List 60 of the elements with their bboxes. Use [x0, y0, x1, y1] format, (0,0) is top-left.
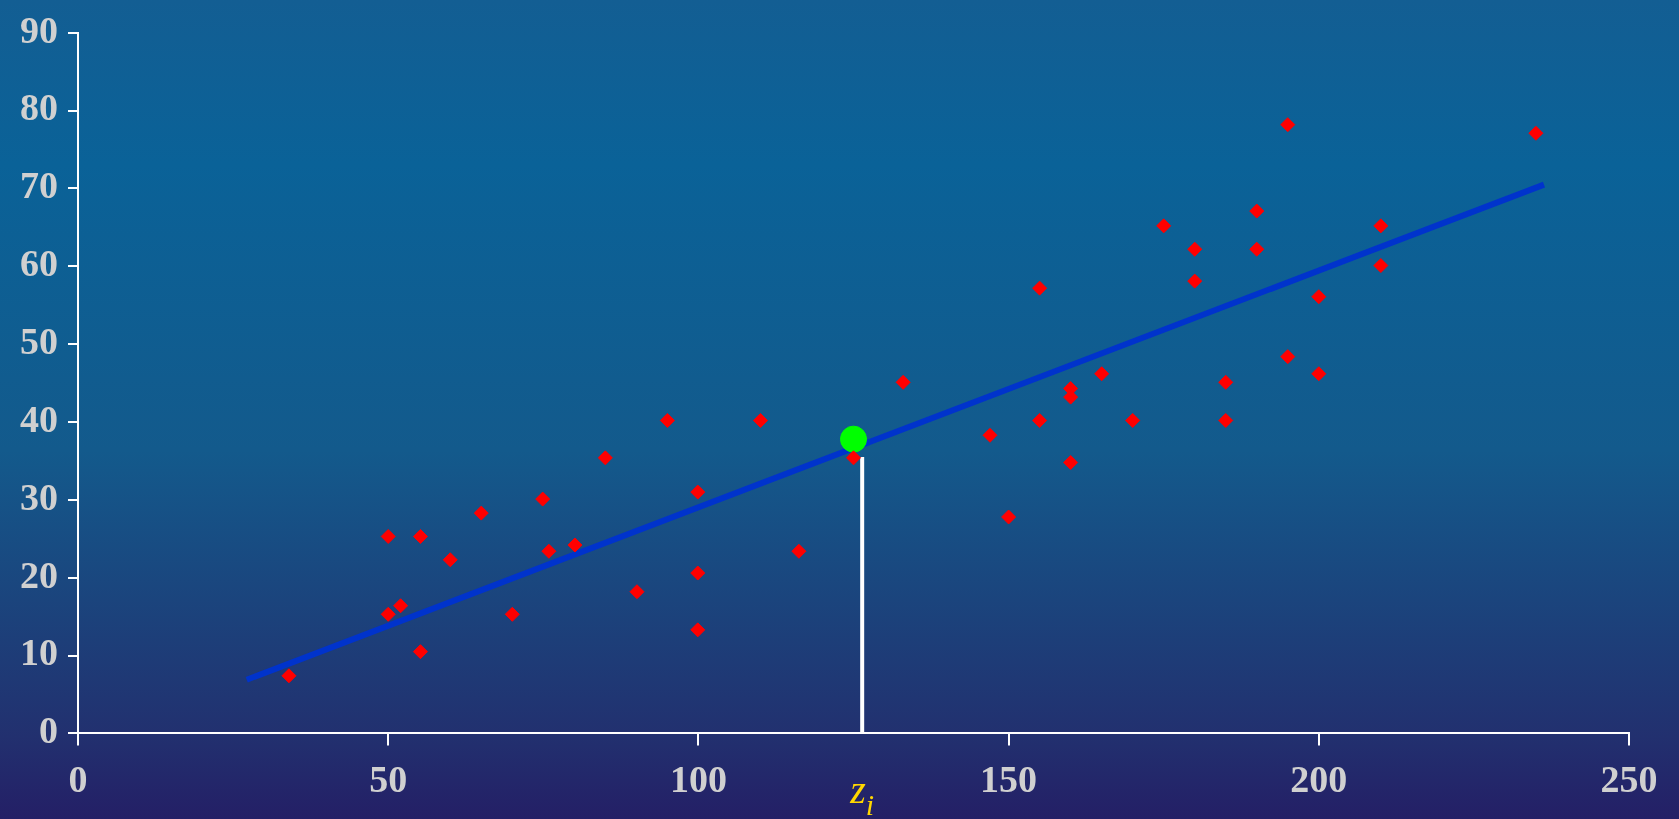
point: [690, 484, 706, 500]
y-tick-label: 20: [20, 553, 58, 596]
x-tick-label: 250: [1600, 758, 1658, 801]
y-tick-label: 10: [20, 631, 58, 674]
point: [659, 412, 675, 428]
y-tick-label: 50: [20, 319, 58, 362]
point: [597, 450, 613, 466]
point: [690, 622, 706, 638]
x-tick-label: 50: [369, 758, 408, 801]
point: [1032, 280, 1048, 296]
point: [752, 412, 768, 428]
point: [690, 565, 706, 581]
x-tick-label: 150: [980, 758, 1038, 801]
y-tick-label: 60: [20, 242, 58, 285]
point: [1218, 412, 1234, 428]
point: [1373, 218, 1389, 234]
point: [1094, 366, 1110, 382]
point: [1280, 349, 1296, 365]
point: [1032, 412, 1048, 428]
point: [442, 552, 458, 568]
point: [281, 668, 297, 684]
point: [393, 598, 409, 614]
x-tick-label: 200: [1290, 758, 1348, 801]
point: [791, 543, 807, 559]
y-tick-label: 0: [39, 709, 58, 752]
point: [1125, 412, 1141, 428]
point: [1280, 117, 1296, 133]
point: [982, 427, 998, 443]
y-tick-label: 80: [20, 86, 58, 129]
x-tick-label: 0: [68, 758, 88, 801]
point: [840, 425, 867, 453]
y-tick-label: 70: [20, 164, 58, 207]
point: [1249, 241, 1265, 257]
point: [535, 491, 551, 507]
point: [473, 505, 489, 521]
y-tick-label: 90: [20, 8, 58, 51]
point: [412, 528, 428, 544]
point: [380, 606, 396, 622]
point: [1218, 374, 1234, 390]
point: [1063, 455, 1079, 470]
point: [629, 584, 645, 600]
point: [1528, 125, 1544, 141]
point: [1373, 258, 1389, 274]
point: [846, 450, 861, 466]
x-tick-label: 100: [669, 758, 727, 801]
point: [1187, 241, 1203, 257]
point: [1187, 273, 1203, 289]
y-tick-label: 30: [20, 475, 58, 518]
y-tick-label: 40: [20, 397, 58, 440]
point: [541, 543, 557, 559]
point: [412, 644, 428, 660]
point: [1001, 509, 1017, 525]
point: [380, 528, 396, 544]
point: [895, 374, 911, 390]
point: [567, 537, 583, 553]
point: [1311, 366, 1327, 382]
point: [1249, 203, 1265, 219]
point: [504, 606, 520, 622]
point: [1156, 218, 1172, 234]
point: [1311, 289, 1327, 305]
